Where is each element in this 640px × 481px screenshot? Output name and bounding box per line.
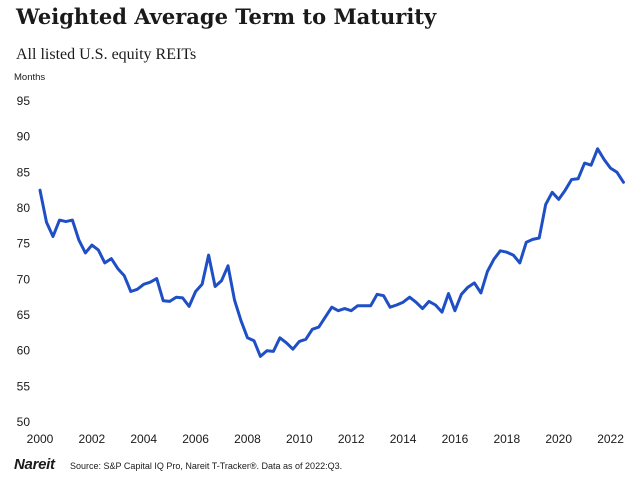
- y-tick-label: 75: [17, 237, 31, 251]
- x-tick-label: 2002: [79, 432, 106, 446]
- x-tick-label: 2004: [130, 432, 157, 446]
- y-tick-label: 50: [17, 415, 31, 429]
- y-tick-label: 90: [17, 130, 31, 144]
- y-tick-label: 60: [17, 344, 31, 358]
- y-tick-label: 95: [17, 94, 31, 108]
- x-tick-label: 2020: [545, 432, 572, 446]
- x-tick-label: 2006: [182, 432, 209, 446]
- x-tick-label: 2014: [390, 432, 417, 446]
- y-tick-label: 70: [17, 272, 31, 286]
- x-tick-label: 2010: [286, 432, 313, 446]
- source-note: Source: S&P Capital IQ Pro, Nareit T-Tra…: [70, 461, 343, 471]
- series-line: [38, 147, 625, 358]
- y-axis-ticks: 50 55 60 65 70 75 80 85 90 95: [17, 94, 31, 429]
- y-axis-label: Months: [14, 72, 45, 83]
- nareit-logo: Nareit: [14, 456, 55, 473]
- x-axis-ticks: 2000 2002 2004 2006 2008 2010 2012 2014 2016 2018…: [27, 432, 625, 446]
- series-group: [38, 147, 625, 358]
- x-tick-label: 2018: [493, 432, 520, 446]
- y-tick-label: 65: [17, 308, 31, 322]
- x-tick-label: 2022: [597, 432, 624, 446]
- y-tick-label: 85: [17, 165, 31, 179]
- chart-subtitle: All listed U.S. equity REITs: [16, 46, 197, 63]
- x-tick-label: 2008: [234, 432, 261, 446]
- x-tick-label: 2000: [27, 432, 54, 446]
- y-tick-label: 55: [17, 379, 31, 393]
- y-tick-label: 80: [17, 201, 31, 215]
- chart-title: Weighted Average Term to Maturity: [16, 4, 437, 29]
- x-tick-label: 2012: [338, 432, 365, 446]
- x-tick-label: 2016: [442, 432, 469, 446]
